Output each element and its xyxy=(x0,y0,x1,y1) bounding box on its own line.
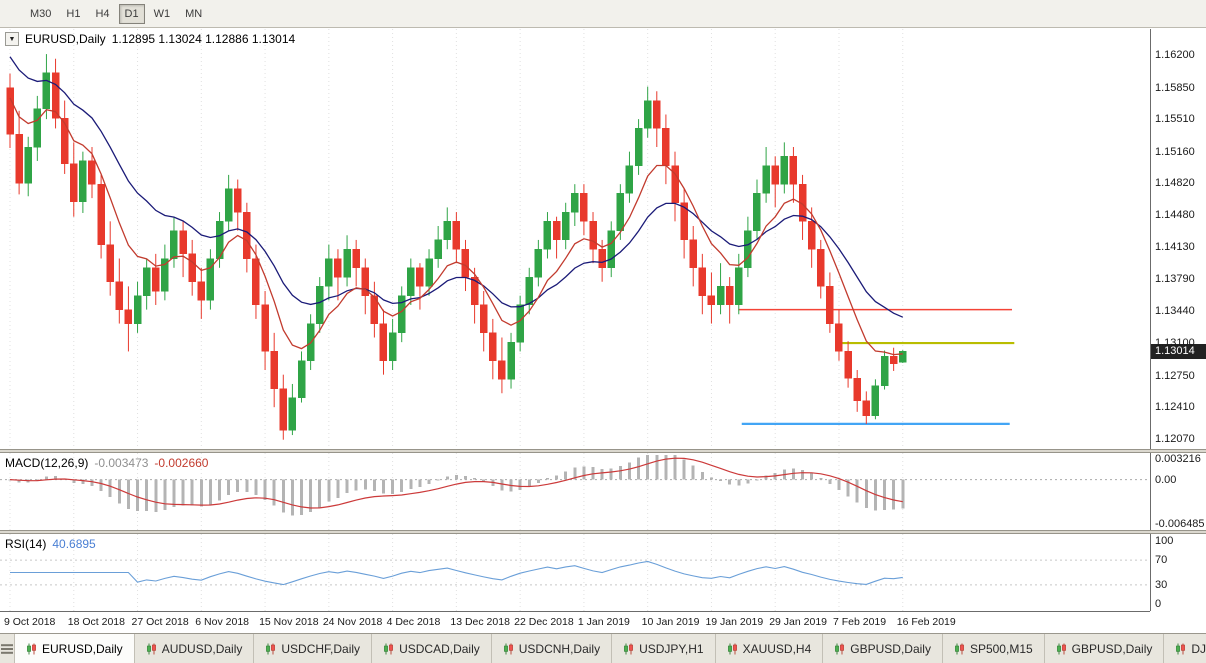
axis-label: 100 xyxy=(1155,535,1174,548)
chart-tabbar: EURUSD,Daily AUDUSD,Daily USDCHF,Daily USDC… xyxy=(0,633,1206,663)
dropdown-arrow-icon: ▼ xyxy=(8,35,16,43)
rsi-plot[interactable] xyxy=(0,534,1150,611)
date-label: 10 Jan 2019 xyxy=(641,616,700,628)
chart-tab-label: AUDUSD,Daily xyxy=(161,641,243,656)
chart-tab-label: XAUUSD,H4 xyxy=(742,641,812,656)
candlestick-chart-icon xyxy=(383,643,394,655)
axis-label: 1.15510 xyxy=(1155,113,1195,126)
chart-tab-dj30-h4[interactable]: DJ30,H4 xyxy=(1164,634,1206,663)
date-label: 16 Feb 2019 xyxy=(896,616,956,628)
chart-tab-usdchf-daily[interactable]: USDCHF,Daily xyxy=(254,634,373,663)
timeframe-button-m30[interactable]: M30 xyxy=(30,7,52,20)
timeframe-button-h4[interactable]: H4 xyxy=(95,7,110,20)
rsi-axis: 100 70 30 0 xyxy=(1150,534,1206,611)
axis-label: 1.12750 xyxy=(1155,369,1195,382)
chart-tab-sp500-m15[interactable]: SP500,M15 xyxy=(943,634,1045,663)
candlestick-chart-icon xyxy=(1056,643,1067,655)
candlestick-chart-icon xyxy=(727,643,738,655)
date-label: 18 Oct 2018 xyxy=(67,616,125,628)
axis-label: 1.15160 xyxy=(1155,145,1195,158)
chart-tab-label: GBPUSD,Daily xyxy=(850,641,931,656)
date-label: 1 Jan 2019 xyxy=(577,616,630,628)
date-label: 9 Oct 2018 xyxy=(4,616,56,628)
candlestick-chart-icon xyxy=(954,643,965,655)
axis-label: 1.12070 xyxy=(1155,432,1195,445)
timeframe-button-w1[interactable]: W1 xyxy=(153,7,171,20)
macd-panel: 0.003216 0.00 -0.006485 MACD(12,26,9) -0.0… xyxy=(0,453,1206,530)
candlestick-chart-icon xyxy=(503,643,514,655)
chart-tab-label: SP500,M15 xyxy=(969,641,1033,656)
axis-label: 1.14820 xyxy=(1155,177,1195,190)
panel-splitter-rsi[interactable] xyxy=(0,530,1206,534)
date-label: 13 Dec 2018 xyxy=(450,616,510,628)
axis-label: 1.14130 xyxy=(1155,241,1195,254)
axis-label: -0.006485 xyxy=(1155,518,1205,530)
charts-list-icon[interactable] xyxy=(0,634,15,663)
chart-tab-label: USDCHF,Daily xyxy=(281,641,361,656)
chart-tab-gbpusd-daily[interactable]: GBPUSD,Daily xyxy=(823,634,943,663)
date-label: 22 Dec 2018 xyxy=(514,616,574,628)
axis-label: 0 xyxy=(1155,597,1162,610)
candlestick-chart-icon xyxy=(623,643,634,655)
chart-tab-usdcad-daily[interactable]: USDCAD,Daily xyxy=(372,634,492,663)
current-price-badge: 1.13014 xyxy=(1151,344,1206,360)
axis-label: 30 xyxy=(1155,578,1168,591)
chart-tab-audusd-daily[interactable]: AUDUSD,Daily xyxy=(135,634,255,663)
date-label: 6 Nov 2018 xyxy=(195,616,250,628)
macd-axis: 0.003216 0.00 -0.006485 xyxy=(1150,453,1206,530)
axis-label: 1.13440 xyxy=(1155,305,1195,318)
chart-tab-eurusd-daily[interactable]: EURUSD,Daily xyxy=(15,634,135,663)
axis-label: 0.003216 xyxy=(1155,453,1201,465)
chart-tab-gbpusd-daily[interactable]: GBPUSD,Daily xyxy=(1045,634,1165,663)
date-label: 19 Jan 2019 xyxy=(705,616,764,628)
chart-tab-label: USDJPY,H1 xyxy=(639,641,704,656)
date-label: 29 Jan 2019 xyxy=(769,616,828,628)
macd-plot[interactable] xyxy=(0,453,1150,530)
price-chart-panel: 1.13014 1.16200 1.15850 1.15510 1.15160 1.14… xyxy=(0,29,1206,449)
axis-label: 1.15850 xyxy=(1155,81,1195,94)
candlestick-chart-icon xyxy=(1175,643,1186,655)
axis-label: 1.16200 xyxy=(1155,49,1195,62)
candlestick-chart-icon xyxy=(834,643,845,655)
axis-label: 1.12410 xyxy=(1155,401,1195,414)
rsi-panel: 100 70 30 0 RSI(14) 40.6895 xyxy=(0,534,1206,611)
candlestick-chart-icon xyxy=(26,643,37,655)
timeframe-button-h1[interactable]: H1 xyxy=(66,7,81,20)
main-chart-plot[interactable] xyxy=(0,29,1150,449)
chart-tab-xauusd-h4[interactable]: XAUUSD,H4 xyxy=(716,634,824,663)
date-label: 4 Dec 2018 xyxy=(386,616,441,628)
date-label: 7 Feb 2019 xyxy=(832,616,887,628)
timeframe-button-mn[interactable]: MN xyxy=(185,7,203,20)
candlestick-chart-icon xyxy=(265,643,276,655)
price-axis: 1.13014 1.16200 1.15850 1.15510 1.15160 1.14… xyxy=(1150,29,1206,449)
chart-tab-label: EURUSD,Daily xyxy=(42,641,123,656)
date-axis: 9 Oct 2018 18 Oct 2018 27 Oct 2018 6 Nov 20… xyxy=(0,611,1150,633)
chart-tab-label: DJ30,H4 xyxy=(1191,641,1206,656)
chart-tab-label: GBPUSD,Daily xyxy=(1071,641,1153,656)
axis-label: 0.00 xyxy=(1155,473,1177,486)
date-label: 24 Nov 2018 xyxy=(322,616,383,628)
chart-tab-usdjpy-h1[interactable]: USDJPY,H1 xyxy=(612,634,716,663)
axis-label: 70 xyxy=(1155,554,1168,567)
chart-tab-label: USDCNH,Daily xyxy=(518,641,601,656)
timeframe-toolbar: M30 H1 H4 D1 W1 MN xyxy=(0,0,1206,28)
panel-splitter-macd[interactable] xyxy=(0,449,1206,453)
axis-label: 1.13790 xyxy=(1155,272,1195,285)
axis-label: 1.14480 xyxy=(1155,208,1195,221)
symbol-dropdown-button[interactable]: ▼ xyxy=(5,32,19,46)
date-label: 27 Oct 2018 xyxy=(131,616,189,628)
candlestick-chart-icon xyxy=(146,643,157,655)
chart-tab-label: USDCAD,Daily xyxy=(399,641,480,656)
date-label: 15 Nov 2018 xyxy=(259,616,319,628)
timeframe-button-d1[interactable]: D1 xyxy=(118,3,145,24)
chart-tab-usdcnh-daily[interactable]: USDCNH,Daily xyxy=(492,634,613,663)
axis-label: 1.13100 xyxy=(1155,337,1195,350)
